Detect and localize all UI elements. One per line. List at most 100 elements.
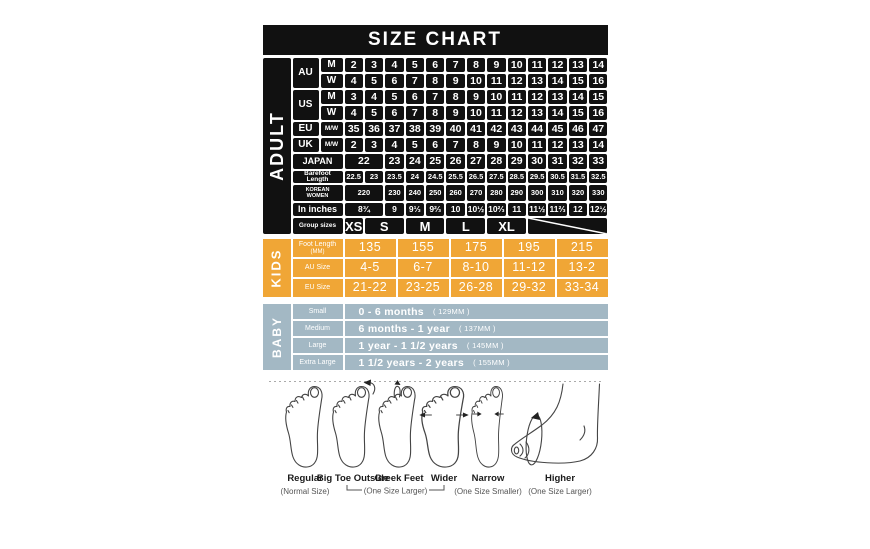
uk-size-cell: 11 (527, 138, 547, 152)
us-women-size-cell: 10 (466, 106, 486, 120)
foot-length-label: Foot Length (298, 240, 337, 248)
us-men-size-cell: 15 (589, 90, 608, 104)
foot-narrow-illustration (470, 385, 504, 468)
japan-size-cell: 26 (446, 154, 465, 169)
kids-foot-length-cell: 135 (344, 239, 396, 257)
eu-size-cell: 39 (426, 122, 445, 136)
eu-size-cell: 45 (548, 122, 567, 136)
japan-size-cell: 30 (527, 154, 547, 169)
au-women-size-cell: 6 (385, 74, 404, 88)
sub-label-m: M (320, 58, 343, 72)
kids-foot-length-cell: 155 (397, 239, 449, 257)
inches-size-cell: 11⅔ (548, 203, 567, 216)
au-women-size-cell: 5 (364, 74, 384, 88)
us-women-size-cell: 12 (507, 106, 526, 120)
label-wider: Wider (430, 473, 457, 484)
barefoot-length-cell: 27.5 (487, 171, 506, 183)
barefoot-length-cell: 23.5 (385, 171, 404, 183)
sub-one-size-larger: (One Size Larger) (363, 487, 427, 496)
eu-size-cell: 46 (568, 122, 588, 136)
korean-size-cell: 260 (446, 185, 465, 201)
baby-extra-large-range: 1 1/2 years - 2 years (358, 356, 465, 369)
us-men-size-cell: 6 (405, 90, 425, 104)
eu-size-cell: 38 (405, 122, 425, 136)
korean-label-line2: WOMEN (306, 193, 329, 199)
label-regular: Regular (287, 473, 323, 484)
eu-size-cell: 43 (507, 122, 526, 136)
inches-size-cell: 10 (446, 203, 465, 216)
au-men-size-cell: 4 (385, 58, 404, 72)
baby-section-label-text: BABY (269, 315, 284, 359)
greek-toe-arrow-head (394, 380, 400, 385)
row-label-extra-large: Extra Large (292, 355, 343, 370)
japan-size-cell: 28 (487, 154, 506, 169)
group-sizes-empty-cell (527, 218, 608, 234)
row-label-inches: In inches (292, 203, 343, 216)
row-label-us: US (292, 90, 319, 120)
baby-large-range: 1 year - 1 1/2 years (358, 339, 458, 352)
au-women-size-cell: 4 (344, 74, 363, 88)
au-men-size-cell: 5 (405, 58, 425, 72)
kids-foot-length-cell: 195 (503, 239, 555, 257)
au-men-size-cell: 7 (446, 58, 465, 72)
eu-size-cell: 41 (466, 122, 486, 136)
uk-size-cell: 7 (446, 138, 465, 152)
diagonal-slash (528, 218, 608, 234)
foot-greek-illustration (377, 380, 416, 468)
uk-size-cell: 2 (344, 138, 363, 152)
row-label-au: AU (292, 58, 319, 88)
baby-medium-mm: ( 137MM ) (458, 324, 496, 333)
kids-au-size-cell: 8-10 (450, 259, 502, 277)
eu-size-cell: 44 (527, 122, 547, 136)
au-men-size-cell: 11 (527, 58, 547, 72)
au-women-size-cell: 12 (507, 74, 526, 88)
row-label-medium: Medium (292, 321, 343, 336)
japan-size-cell: 31 (548, 154, 567, 169)
uk-size-cell: 4 (385, 138, 404, 152)
barefoot-length-cell: 32.5 (589, 171, 608, 183)
korean-label-line1: KOREAN (305, 186, 330, 193)
kids-eu-size-cell: 23-25 (397, 279, 449, 297)
korean-size-cell: 240 (405, 185, 425, 201)
us-women-size-cell: 7 (405, 106, 425, 120)
sub-label-w: W (320, 106, 343, 120)
size-chart-title: SIZE CHART (262, 25, 608, 55)
us-men-size-cell: 14 (568, 90, 588, 104)
baby-medium-range: 6 months - 1 year (358, 322, 450, 335)
sub-label-mw: M/W (320, 122, 343, 136)
kids-section-label: KIDS (262, 239, 291, 297)
row-label-korean-women: KOREAN WOMEN (292, 185, 343, 201)
eu-size-cell: 40 (446, 122, 465, 136)
instep-arrow-head (530, 412, 540, 420)
uk-size-cell: 10 (507, 138, 526, 152)
au-women-size-cell: 8 (426, 74, 445, 88)
us-men-size-cell: 4 (364, 90, 384, 104)
japan-size-cell: 29 (507, 154, 526, 169)
kids-section-label-text: KIDS (268, 248, 284, 288)
barefoot-length-cell: 31.5 (568, 171, 588, 183)
us-men-size-cell: 8 (446, 90, 465, 104)
barefoot-length-cell: 26.5 (466, 171, 486, 183)
sub-one-size-smaller: (One Size Smaller) (454, 487, 522, 496)
sub-label-m: M (320, 90, 343, 104)
japan-size-cell: 32 (568, 154, 588, 169)
us-women-size-cell: 15 (568, 106, 588, 120)
us-women-size-cell: 9 (446, 106, 465, 120)
us-women-size-cell: 13 (527, 106, 547, 120)
korean-size-cell: 220 (344, 185, 384, 201)
korean-size-cell: 230 (385, 185, 404, 201)
us-men-size-cell: 7 (426, 90, 445, 104)
uk-size-cell: 12 (548, 138, 567, 152)
eu-size-cell: 42 (487, 122, 506, 136)
sub-higher-one-size-larger: (One Size Larger) (528, 487, 592, 496)
us-women-size-cell: 16 (589, 106, 608, 120)
group-size-cell: M (405, 218, 445, 234)
inches-size-cell: 12½ (589, 203, 608, 216)
row-label-group-sizes: Group sizes (292, 218, 343, 234)
eu-size-cell: 47 (589, 122, 608, 136)
au-men-size-cell: 3 (364, 58, 384, 72)
sub-normal-size: (Normal Size) (280, 487, 329, 496)
au-women-size-cell: 14 (548, 74, 567, 88)
us-women-size-cell: 4 (344, 106, 363, 120)
korean-size-cell: 270 (466, 185, 486, 201)
